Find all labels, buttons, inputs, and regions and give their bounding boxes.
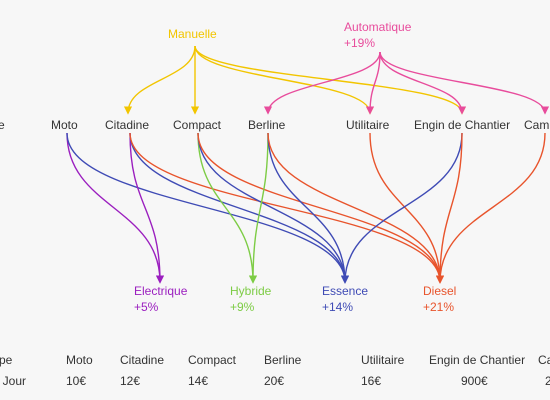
node-manuelle-label: Manuelle xyxy=(168,27,217,41)
edge-engin-diesel xyxy=(435,132,463,284)
node-electrique[interactable]: Electrique +5% xyxy=(134,284,187,314)
node-camion[interactable]: Cam xyxy=(524,118,549,132)
price-header-4: Berline xyxy=(264,353,302,367)
edge-manuelle-engin xyxy=(194,45,467,115)
price-header-7: Ca xyxy=(538,353,550,367)
node-hybride-note: +9% xyxy=(230,300,255,314)
node-utilitaire[interactable]: Utilitaire xyxy=(346,118,389,132)
price-value-4: 20€ xyxy=(264,374,285,388)
node-electrique-note: +5% xyxy=(134,300,159,314)
node-berline[interactable]: Berline xyxy=(248,118,285,132)
node-hybride-label: Hybride xyxy=(230,284,272,298)
node-automatique[interactable]: Automatique +19% xyxy=(344,20,411,50)
node-electrique-label: Electrique xyxy=(134,284,188,298)
price-header-6: Engin de Chantier xyxy=(429,353,526,367)
edge-moto-essence xyxy=(66,132,350,284)
node-essence[interactable]: Essence +14% xyxy=(322,284,368,314)
node-type[interactable]: e xyxy=(0,118,5,132)
node-utilitaire-label: Utilitaire xyxy=(346,118,390,132)
edge-camion-diesel xyxy=(435,132,546,284)
node-engin-label: Engin de Chantier xyxy=(414,118,511,132)
price-value-0: / Jour xyxy=(0,374,27,388)
price-header-1: Moto xyxy=(66,353,93,367)
edge-citadine-electrique xyxy=(129,132,165,284)
edge-automatique-engin xyxy=(379,51,467,115)
edge-engin-essence xyxy=(340,132,463,284)
edge-automatique-berline xyxy=(263,51,381,115)
node-camion-label: Cam xyxy=(524,118,550,132)
edge-utilitaire-diesel xyxy=(369,132,445,284)
price-value-6: 900€ xyxy=(461,374,488,388)
edge-compact-essence xyxy=(197,132,350,284)
node-manuelle[interactable]: Manuelle xyxy=(168,27,217,41)
edge-manuelle-utilitaire xyxy=(194,45,375,115)
edge-citadine-diesel xyxy=(129,132,445,284)
edge-compact-diesel xyxy=(197,132,445,284)
node-essence-label: Essence xyxy=(322,284,369,298)
edge-moto-electrique xyxy=(66,132,165,284)
node-diesel-note: +21% xyxy=(423,300,455,314)
edge-berline-essence xyxy=(267,132,350,284)
node-automatique-label: Automatique xyxy=(344,20,412,34)
price-header-3: Compact xyxy=(188,353,237,367)
node-essence-note: +14% xyxy=(322,300,354,314)
edge-automatique-camion xyxy=(379,51,550,115)
node-moto-label: Moto xyxy=(51,118,78,132)
price-value-1: 10€ xyxy=(66,374,87,388)
node-engin[interactable]: Engin de Chantier xyxy=(414,118,510,132)
edge-berline-diesel xyxy=(267,132,445,284)
price-value-3: 14€ xyxy=(188,374,209,388)
price-header-5: Utilitaire xyxy=(361,353,405,367)
price-value-5: 16€ xyxy=(361,374,382,388)
node-citadine-label: Citadine xyxy=(105,118,150,132)
node-automatique-note: +19% xyxy=(344,36,376,50)
node-hybride[interactable]: Hybride +9% xyxy=(230,284,271,314)
price-header-0: pe xyxy=(0,353,13,367)
node-citadine[interactable]: Citadine xyxy=(105,118,149,132)
node-compact[interactable]: Compact xyxy=(173,118,221,132)
node-moto[interactable]: Moto xyxy=(51,118,78,132)
price-value-2: 12€ xyxy=(120,374,141,388)
edge-citadine-essence xyxy=(129,132,350,284)
node-compact-label: Compact xyxy=(173,118,222,132)
edge-automatique-utilitaire xyxy=(365,51,381,115)
edge-berline-hybride xyxy=(248,132,269,284)
node-diesel[interactable]: Diesel +21% xyxy=(423,284,456,314)
node-diesel-label: Diesel xyxy=(423,284,457,298)
edge-manuelle-citadine xyxy=(123,45,196,115)
price-header-2: Citadine xyxy=(120,353,165,367)
node-berline-label: Berline xyxy=(248,118,286,132)
edge-compact-hybride xyxy=(197,132,258,284)
node-type-label: e xyxy=(0,118,5,132)
price-value-7: 2 xyxy=(545,374,550,388)
